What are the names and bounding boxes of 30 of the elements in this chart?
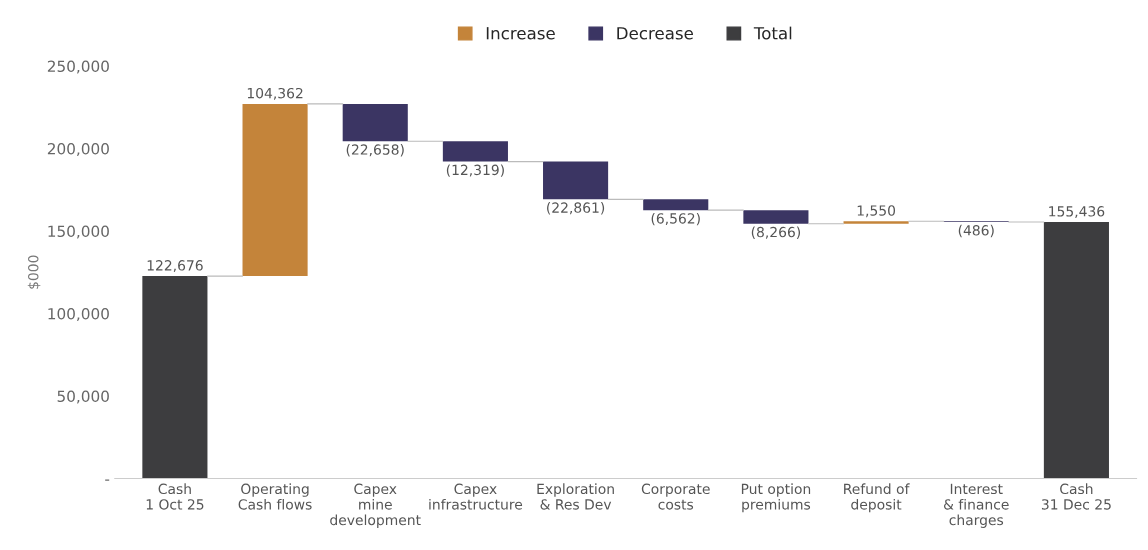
- data-label: (6,562): [651, 212, 700, 226]
- y-tick-label: 200,000: [47, 142, 109, 157]
- x-tick-label: Cash 31 Dec 25: [1041, 483, 1111, 510]
- data-label: (12,319): [446, 164, 504, 177]
- data-label: (8,266): [751, 226, 801, 239]
- data-label: (22,658): [346, 144, 404, 157]
- x-tick-label: Interest & finance charges: [943, 483, 1009, 528]
- data-label: 122,676: [147, 260, 203, 273]
- data-label: (486): [958, 224, 994, 238]
- x-tick-label: Capex mine development: [330, 483, 421, 528]
- x-tick-label: Operating Cash flows: [238, 483, 312, 510]
- x-tick-label: Exploration & Res Dev: [537, 483, 614, 510]
- y-tick-label: 50,000: [57, 390, 109, 404]
- x-tick-label: Put option premiums: [741, 483, 811, 513]
- data-label: 1,550: [857, 205, 896, 218]
- y-tick-label: -: [105, 479, 110, 481]
- y-axis-title: $000: [27, 255, 41, 289]
- x-tick-label: Refund of deposit: [844, 483, 910, 513]
- legend-label: Increase: [486, 27, 555, 40]
- y-tick-label: 100,000: [48, 307, 109, 322]
- data-label: (22,861): [547, 202, 605, 215]
- y-tick-label: 250,000: [47, 60, 109, 74]
- x-tick-label: Capex infrastructure: [429, 483, 523, 510]
- legend-label: Decrease: [617, 27, 693, 40]
- legend-label: Total: [753, 26, 792, 40]
- data-label: 104,362: [247, 87, 303, 100]
- y-tick-label: 150,000: [48, 225, 109, 239]
- x-tick-label: Corporate costs: [641, 483, 710, 510]
- data-label: 155,436: [1049, 206, 1105, 218]
- x-tick-label: Cash 1 Oct 25: [146, 483, 204, 510]
